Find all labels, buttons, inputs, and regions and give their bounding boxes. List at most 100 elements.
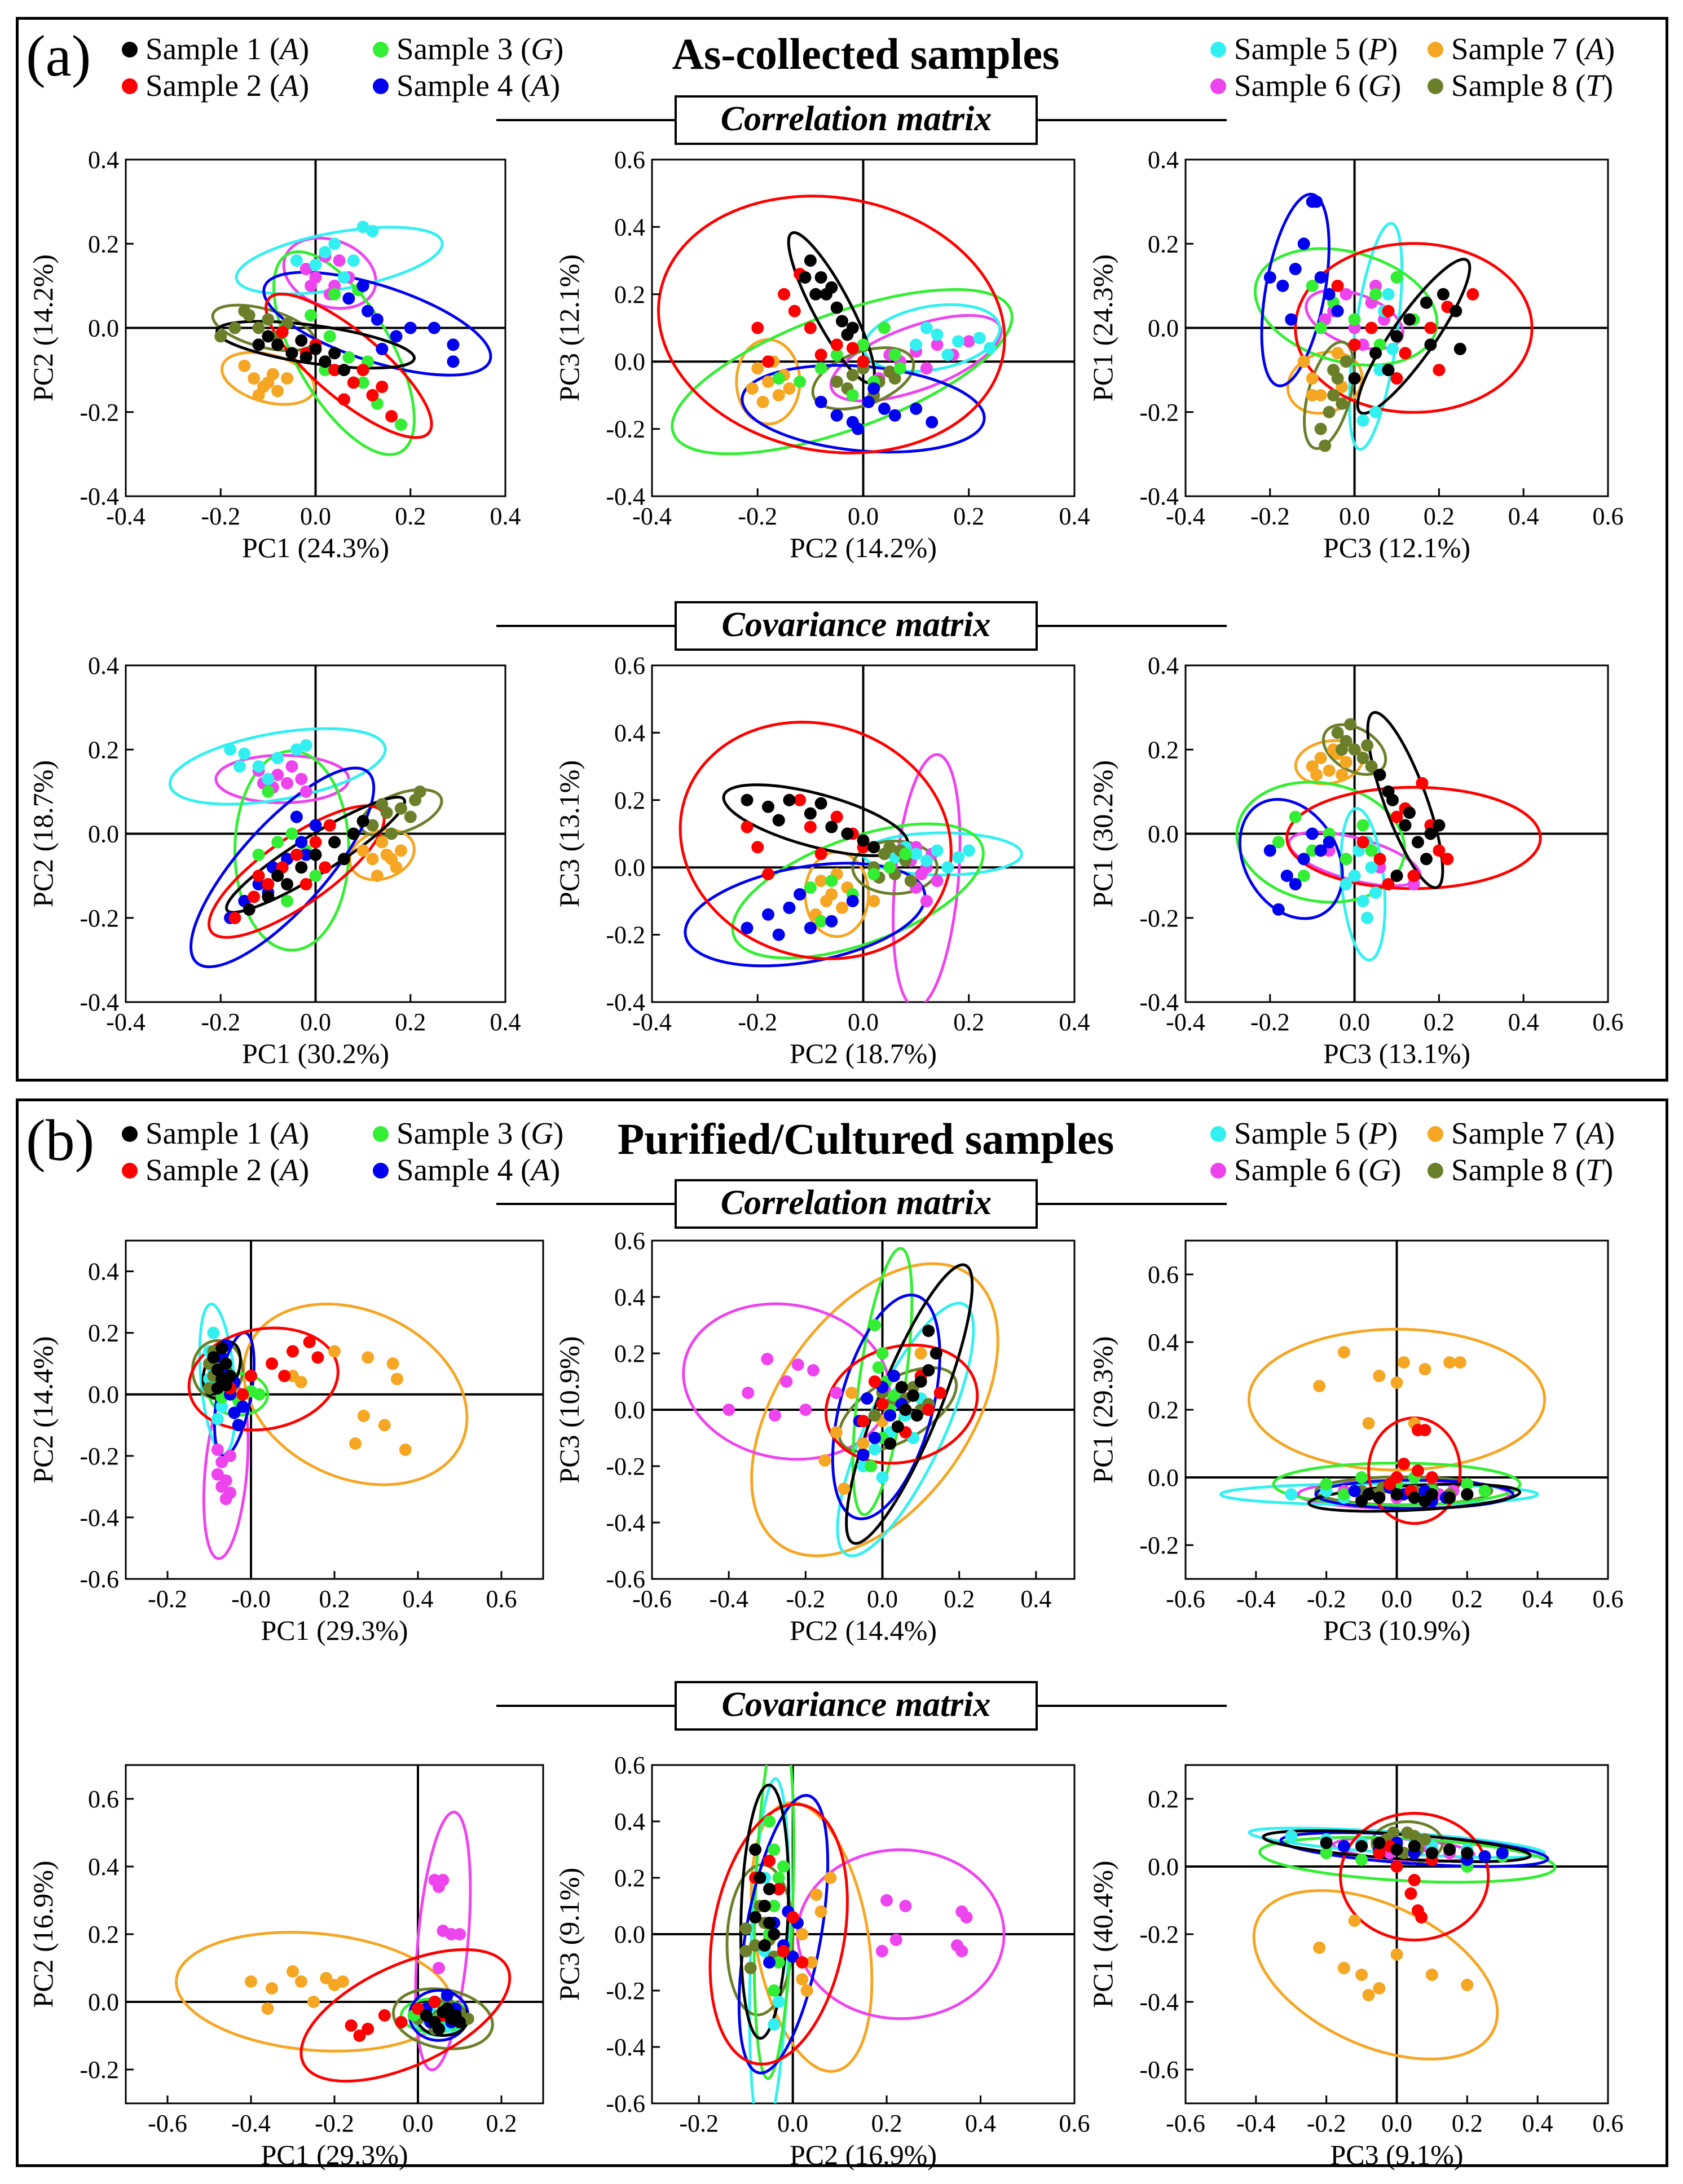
confidence-ellipse [1247,1327,1547,1472]
data-point [1418,1495,1431,1507]
data-point [271,836,284,849]
data-point [868,1432,881,1444]
data-point [1337,1840,1350,1852]
legend-item: Sample 7 (A) [1428,1116,1615,1150]
data-point [1373,1370,1386,1382]
data-point [412,2002,424,2015]
data-point [1314,752,1327,765]
data-point [772,372,785,385]
x-tick-label: -0.6 [1166,1585,1205,1613]
data-point [922,1325,935,1337]
data-point [838,1483,851,1495]
x-tick-label: 0.0 [300,1008,331,1036]
data-point [804,881,817,894]
y-tick-label: 0.4 [88,652,119,680]
data-point [804,254,817,267]
data-point [353,2029,366,2042]
data-point [962,335,975,348]
data-point [1272,836,1285,849]
data-point [395,2016,408,2028]
data-point [883,841,896,854]
data-point [376,836,389,849]
data-point [814,797,827,810]
data-point [1416,776,1429,789]
data-point [440,2002,453,2015]
x-tick-label: 0.4 [1522,1585,1553,1613]
legend-item: Sample 7 (A) [1428,32,1615,66]
data-point [857,338,870,351]
data-point [1280,870,1293,883]
data-point [449,2009,462,2022]
data-point [761,908,774,921]
data-point [356,364,369,377]
data-point [1373,1982,1386,1995]
data-point [1390,330,1403,343]
data-point [386,1357,399,1370]
data-point [861,1392,874,1405]
x-tick-label: -0.6 [148,2110,187,2137]
confidence-ellipse [235,226,444,295]
x-tick-label: 0.0 [848,1008,879,1036]
data-point [1390,1471,1403,1484]
data-point [1313,1380,1326,1392]
data-point [207,1351,220,1364]
data-point [1285,1488,1298,1501]
plot-area [652,665,1074,1002]
legend-tag: G [1368,1153,1391,1187]
data-point [248,372,261,385]
y-tick-label: -0.4 [1139,1988,1179,2016]
data-point [328,1345,341,1358]
legend-tag: A [277,1153,299,1187]
plot-frame [125,1239,544,1580]
scatter-plot: -0.6 -0.4 -0.2 0.0 0.2 0.4 -0.6 -0.4 -0.2 0.0 0.2 0… [553,1227,1076,1646]
data-point [295,836,308,849]
data-point [878,321,891,334]
data-point [211,1443,224,1456]
y-axis-label: PC3 (10.9%) [553,1336,585,1483]
data-point [1313,1942,1326,1954]
data-point [778,288,791,301]
y-tick-label: 0.0 [1148,820,1179,848]
plot-area [652,1241,1074,1579]
data-point [741,820,754,833]
scatter-plot: -0.4 -0.2 0.0 0.2 0.4 0.6 -0.4 -0.2 0.0 0.2 0.4 PC3… [1087,652,1624,1069]
y-tick-label: -0.6 [606,2090,645,2117]
data-point [236,1400,249,1413]
x-tick-label: -0.4 [1166,1008,1205,1036]
data-point [1365,844,1378,857]
scatter-plot: -0.2 0.0 0.2 0.4 0.6 -0.6 -0.4 -0.2 0.0 0.2 0.4 0.6… [553,1751,1090,2170]
y-tick-label: 0.4 [614,1808,645,1836]
confidence-ellipse [187,1326,340,1432]
x-tick-label: 0.0 [1339,1008,1370,1036]
y-axis-label: PC3 (9.1%) [553,1868,585,2001]
data-point [1348,1914,1361,1927]
data-point [1355,1471,1368,1484]
section-banner-a-covariance: Covariance matrix [496,601,1227,651]
data-point [299,739,312,752]
x-tick-label: -0.6 [1166,2110,1205,2137]
confidence-ellipse [824,1343,979,1465]
data-point [872,1361,885,1374]
legend-marker [1210,42,1226,58]
data-point [328,237,341,250]
x-tick-label: 0.0 [867,1585,898,1613]
data-point [1314,271,1327,284]
data-point [1424,321,1437,334]
x-tick-label: 0.6 [1059,2110,1090,2137]
confidence-ellipse [1272,1462,1522,1507]
data-point [295,773,308,786]
y-tick-label: 0.0 [614,348,645,376]
data-point [248,890,261,903]
data-point [768,1928,781,1940]
y-tick-label: 0.2 [614,281,645,308]
data-point [1289,810,1302,823]
legend-marker [122,42,138,58]
data-point [741,921,754,934]
y-tick-label: -0.2 [80,1442,119,1470]
y-tick-label: -0.4 [606,989,645,1016]
data-point [754,1872,766,1884]
data-point [825,281,838,294]
data-point [285,760,298,773]
legend-item: Sample 3 (G) [373,32,563,66]
